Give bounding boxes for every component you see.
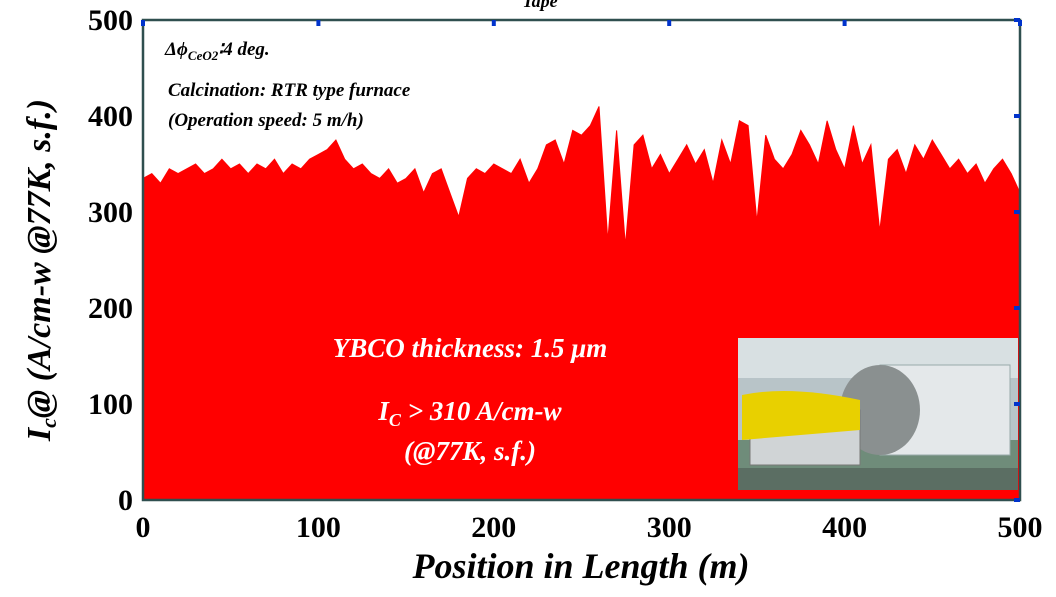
y-tick-label: 100 (88, 388, 133, 421)
x-tick-label: 300 (647, 511, 692, 544)
x-tick-label: 0 (136, 511, 151, 544)
x-tick-label: 500 (998, 511, 1043, 544)
x-tick-label: 200 (471, 511, 516, 544)
annotation-text: ∶4 deg. (218, 39, 269, 60)
y-tick-label: 0 (118, 484, 133, 517)
annotation: ΔϕCeO2∶4 deg. (164, 39, 270, 63)
y-tick-label: 200 (88, 292, 133, 325)
annotation-text: > 310 A/cm-w (401, 396, 563, 426)
annotation: (Operation speed: 5 m/h) (168, 110, 364, 131)
x-tick-label: 400 (822, 511, 867, 544)
y-tick-label: 300 (88, 196, 133, 229)
y-axis-label-text: @ (A/cm-w @77K, s.f.) (21, 99, 58, 418)
annotation: Calcination: RTR type furnace (168, 80, 411, 101)
x-axis-label: Position in Length (m) (411, 546, 749, 586)
plot-frame (141, 18, 1022, 502)
chart-title: Tape (522, 0, 557, 11)
photo (738, 338, 1018, 490)
y-axis-label: Ic@ (A/cm-w @77K, s.f.) (21, 99, 61, 442)
annotation-text: I (377, 396, 390, 426)
annotation-text: Δϕ (164, 39, 188, 60)
y-axis-label-text: c (36, 418, 61, 428)
annotation: (@77K, s.f.) (404, 436, 536, 466)
annotation-text: CeO2 (188, 48, 219, 63)
annotation-text: C (389, 410, 402, 430)
annotation: IC > 310 A/cm-w (377, 396, 562, 430)
x-tick-label: 100 (296, 511, 341, 544)
y-tick-label: 400 (88, 100, 133, 133)
y-axis-label-text: I (21, 426, 58, 442)
y-tick-label: 500 (88, 4, 133, 37)
annotation: YBCO thickness: 1.5 μm (333, 333, 608, 363)
